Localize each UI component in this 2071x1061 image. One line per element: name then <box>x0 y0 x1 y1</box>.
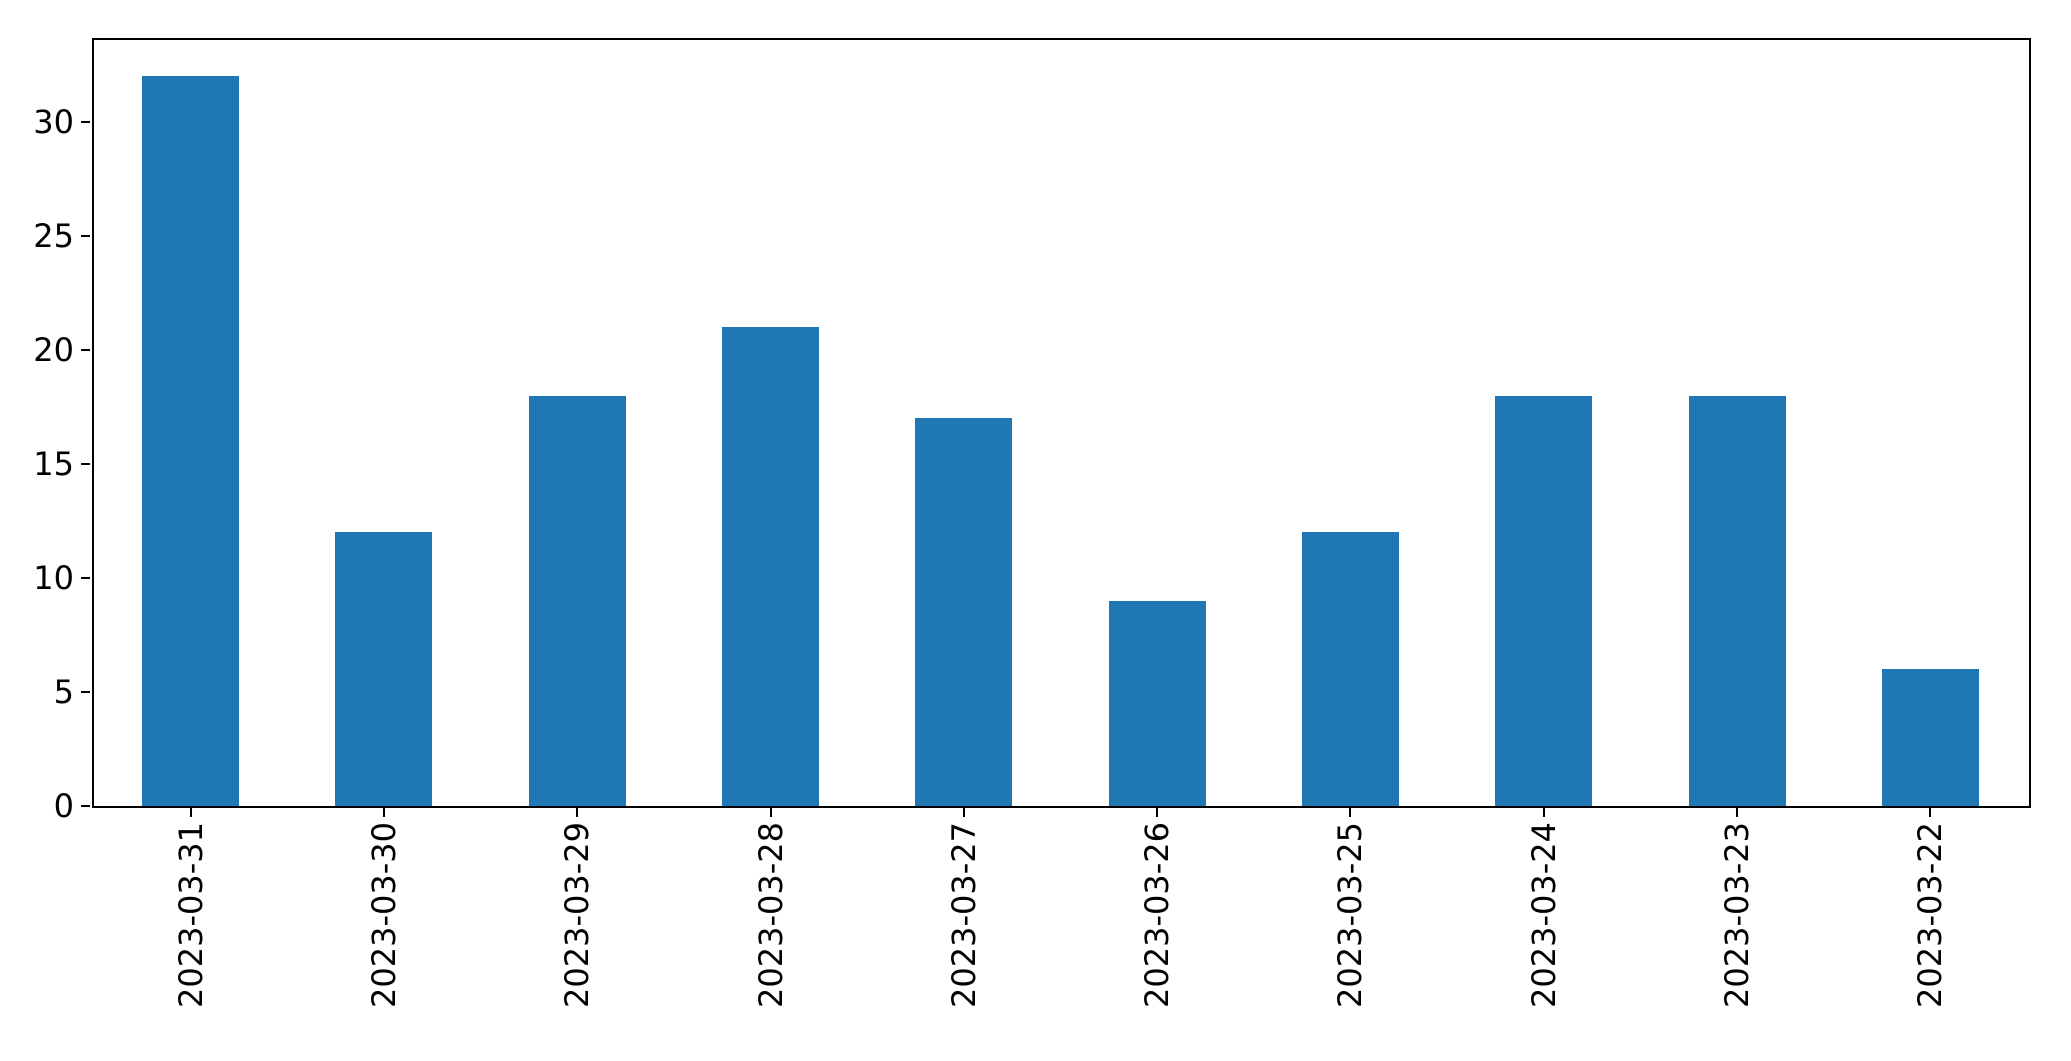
x-tick <box>1929 808 1931 817</box>
bar <box>1109 601 1206 806</box>
bar <box>142 76 239 806</box>
x-tick <box>383 808 385 817</box>
y-tick <box>81 121 90 123</box>
y-tick-label: 30 <box>33 103 74 141</box>
y-tick <box>81 235 90 237</box>
x-tick-label-text: 2023-03-30 <box>365 822 403 1008</box>
bar <box>1882 669 1979 806</box>
x-tick-label-text: 2023-03-23 <box>1718 822 1756 1008</box>
x-tick <box>1543 808 1545 817</box>
x-tick <box>1349 808 1351 817</box>
bar <box>722 327 819 806</box>
y-tick <box>81 463 90 465</box>
y-tick <box>81 349 90 351</box>
bar <box>1495 396 1592 806</box>
y-tick-label: 10 <box>33 559 74 597</box>
bar <box>1302 532 1399 806</box>
y-tick-label: 5 <box>53 673 74 711</box>
y-tick-label: 25 <box>33 217 74 255</box>
bar <box>529 396 626 806</box>
x-tick-label-text: 2023-03-26 <box>1138 822 1176 1008</box>
x-tick-label-text: 2023-03-29 <box>558 822 596 1008</box>
x-tick-label-text: 2023-03-31 <box>172 822 210 1008</box>
x-tick <box>770 808 772 817</box>
x-tick-label-text: 2023-03-25 <box>1331 822 1369 1008</box>
bar <box>1689 396 1786 806</box>
x-tick-label-text: 2023-03-22 <box>1911 822 1949 1008</box>
x-tick-label-text: 2023-03-24 <box>1525 822 1563 1008</box>
y-tick <box>81 805 90 807</box>
x-tick-label-text: 2023-03-28 <box>752 822 790 1008</box>
bar <box>335 532 432 806</box>
y-tick <box>81 577 90 579</box>
x-tick <box>1156 808 1158 817</box>
bar <box>915 418 1012 806</box>
x-tick <box>576 808 578 817</box>
y-tick-label: 0 <box>53 787 74 825</box>
y-tick-label: 20 <box>33 331 74 369</box>
x-tick-label-text: 2023-03-27 <box>945 822 983 1008</box>
x-tick <box>963 808 965 817</box>
x-tick <box>1736 808 1738 817</box>
y-tick <box>81 691 90 693</box>
y-tick-label: 15 <box>33 445 74 483</box>
x-tick <box>190 808 192 817</box>
